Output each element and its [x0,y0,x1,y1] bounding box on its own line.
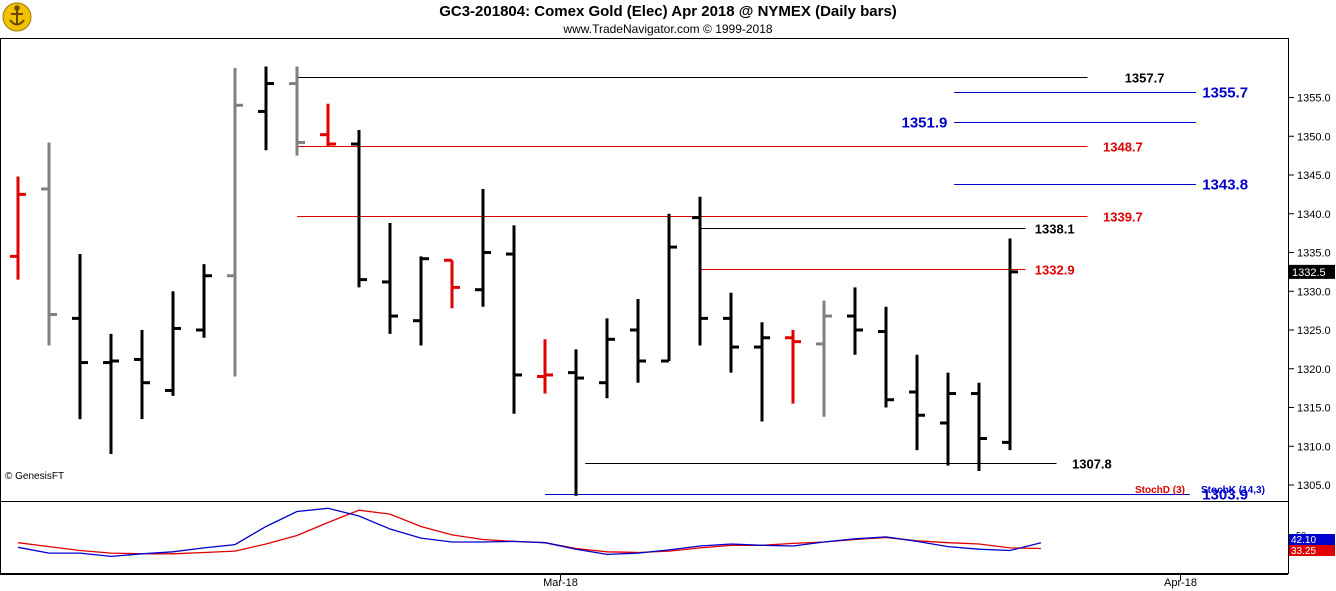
last-price-box [1289,264,1335,279]
price-bar [599,318,615,399]
price-bar [413,256,429,346]
price-bar [351,130,367,288]
price-bar [289,66,305,156]
main-plot-frame [0,38,1289,502]
price-bar [134,330,150,420]
stoch-plot-frame [0,501,1289,574]
price-bar [661,213,677,363]
time-tick-label: Mar-18 [543,577,578,589]
copyright-note: © GenesisFT [5,471,64,482]
price-tick-label: 1310.0 [1297,441,1331,453]
price-tick-label: 1320.0 [1297,364,1331,376]
chart-title: GC3-201804: Comex Gold (Elec) Apr 2018 @… [439,3,897,20]
price-bar [847,287,863,355]
price-bar [537,339,553,394]
price-bar [72,254,88,420]
price-bar [258,66,274,151]
last-price-label: 1332.5 [1292,267,1326,279]
price-tick-label: 1325.0 [1297,325,1331,337]
price-bar [444,258,460,309]
price-bar [754,322,770,422]
price-bar [630,299,646,383]
price-bar [382,223,398,334]
price-bar [568,349,584,496]
level-label: 1355.7 [1202,85,1248,102]
price-bar [196,264,212,338]
price-bar [41,142,57,346]
price-bar [506,225,522,414]
time-tick-label: Apr-18 [1164,577,1197,589]
price-bar [165,291,181,396]
price-tick-label: 1335.0 [1297,248,1331,260]
level-label: 1307.8 [1072,457,1112,472]
price-tick-label: 1350.0 [1297,131,1331,143]
price-tick-label: 1340.0 [1297,209,1331,221]
price-bar [10,176,26,280]
price-bar [1002,238,1018,451]
price-bar [692,196,708,346]
price-tick-label: 1315.0 [1297,403,1331,415]
stoch-d-legend: StochD (3) [1135,485,1185,496]
level-label: 1339.7 [1103,210,1143,225]
price-bar [816,300,832,417]
price-tick-label: 1355.0 [1297,93,1331,105]
level-label: 1332.9 [1035,263,1075,278]
level-label: 1357.7 [1125,71,1165,86]
price-tick-label: 1330.0 [1297,286,1331,298]
price-bar [723,292,739,373]
price-bar [475,188,491,307]
stoch-line [17,509,1042,555]
price-bar [909,354,925,451]
price-tick-label: 1345.0 [1297,170,1331,182]
level-label: 1343.8 [1202,177,1248,194]
stoch-d-value-box [1289,545,1335,556]
level-label: 1338.1 [1035,222,1075,237]
price-bar [227,68,243,377]
anchor-logo-icon [2,2,32,32]
price-bar [971,382,987,472]
price-bar [320,103,336,147]
stoch-k-value: 42.10 [1291,535,1316,546]
level-label: 1351.9 [902,115,948,132]
price-bar [878,306,894,408]
stoch-k-legend: StochK (14,3) [1201,485,1265,496]
chart-subtitle: www.TradeNavigator.com © 1999-2018 [563,22,773,36]
stoch-d-value: 33.25 [1291,546,1316,557]
level-label: 1348.7 [1103,140,1143,155]
price-bar [785,330,801,404]
price-bar [103,333,119,454]
price-tick-label: 1305.0 [1297,480,1331,492]
price-bar [940,372,956,466]
level-label: 1303.9 [1202,487,1248,504]
stoch-line [17,507,1042,558]
stoch-k-value-box [1289,534,1335,545]
